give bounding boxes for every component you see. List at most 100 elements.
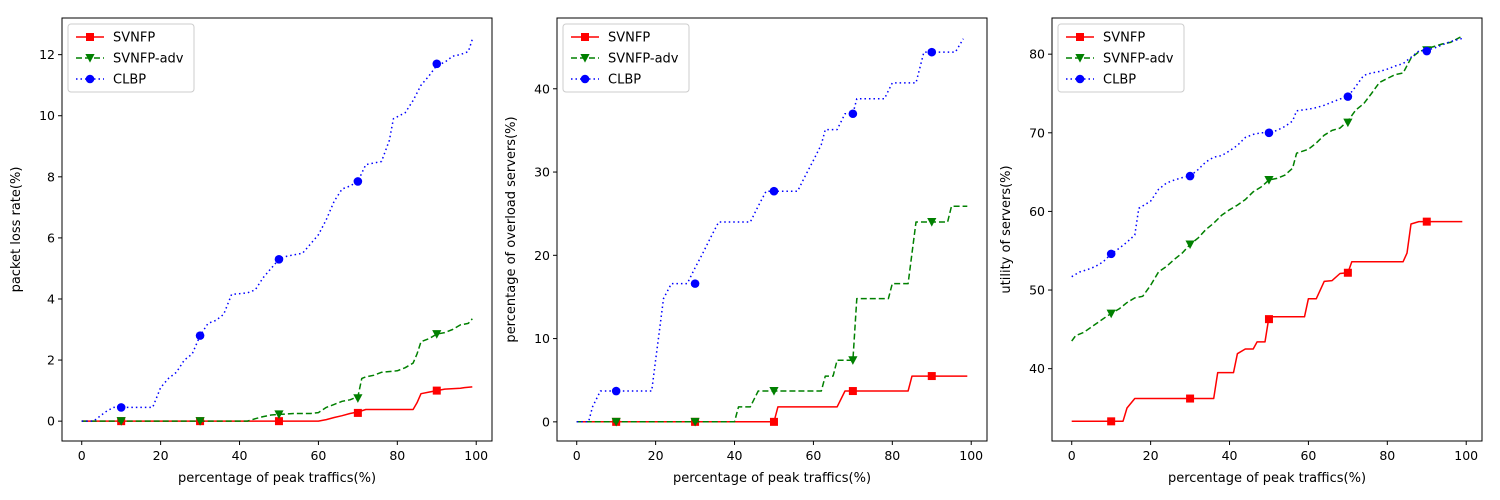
data-point-clbp-0 bbox=[611, 386, 621, 396]
data-point-clbp-4 bbox=[432, 59, 442, 69]
legend-marker-svnfp bbox=[581, 33, 589, 41]
x-tick-label: 20 bbox=[153, 448, 169, 463]
data-point-svnfp-adv-2 bbox=[1264, 175, 1274, 185]
data-point-svnfp-adv-1 bbox=[195, 417, 205, 426]
x-axis-label: percentage of peak traffics(%) bbox=[673, 471, 871, 486]
data-point-clbp-3 bbox=[353, 177, 363, 186]
y-tick-label: 40 bbox=[534, 81, 550, 96]
y-tick-label: 30 bbox=[534, 165, 550, 180]
axes-frame bbox=[556, 17, 988, 442]
legend-marker-svnfp-adv bbox=[85, 54, 95, 63]
x-axis-label: percentage of peak traffics(%) bbox=[1168, 471, 1366, 486]
chart-panel-3: 0 20 40 60 80 100 40 50 60 70 80 percentage of peak… bbox=[999, 17, 1483, 486]
data-point-svnfp-adv-2 bbox=[274, 410, 284, 420]
data-point-svnfp-2 bbox=[769, 417, 778, 426]
x-axis-label: percentage of peak traffics(%) bbox=[178, 471, 376, 486]
data-point-clbp-3 bbox=[1343, 92, 1353, 101]
y-tick-label: 40 bbox=[1029, 361, 1045, 376]
y-tick-label: 70 bbox=[1029, 125, 1045, 140]
series-line-svnfp-adv bbox=[81, 318, 473, 422]
data-point-svnfp-adv-4 bbox=[927, 218, 937, 227]
legend-box bbox=[562, 23, 690, 93]
x-tick-label: 80 bbox=[1379, 448, 1395, 463]
data-point-clbp-4 bbox=[1422, 46, 1432, 56]
data-point-svnfp-adv-1 bbox=[690, 417, 700, 427]
data-point-svnfp-adv-0 bbox=[116, 417, 126, 426]
plot-area bbox=[1071, 35, 1463, 426]
y-tick-label: 0 bbox=[542, 414, 550, 429]
x-tick-label: 100 bbox=[464, 448, 488, 463]
x-tick-label: 100 bbox=[1454, 448, 1478, 463]
y-tick-label: 10 bbox=[39, 108, 55, 123]
data-point-svnfp-adv-4 bbox=[432, 330, 442, 339]
x-tick-label: 80 bbox=[389, 448, 405, 463]
y-tick-label: 12 bbox=[39, 47, 55, 62]
plot-area bbox=[576, 38, 968, 427]
x-tick-label: 0 bbox=[78, 448, 86, 463]
series-line-svnfp-adv bbox=[1071, 35, 1463, 342]
x-tick-label: 0 bbox=[1068, 448, 1076, 463]
legend-box bbox=[1057, 23, 1185, 93]
series-line-svnfp bbox=[81, 386, 473, 422]
y-axis-label: packet loss rate(%) bbox=[9, 167, 24, 293]
data-point-clbp-2 bbox=[274, 254, 284, 264]
data-point-svnfp-4 bbox=[432, 386, 441, 395]
data-point-svnfp-4 bbox=[927, 372, 936, 381]
legend-label-svnfp: SVNFP bbox=[113, 31, 155, 46]
data-point-svnfp-adv-0 bbox=[611, 417, 621, 427]
y-tick-label: 10 bbox=[534, 331, 550, 346]
series-line-svnfp bbox=[1071, 220, 1463, 423]
x-tick-label: 20 bbox=[1143, 448, 1159, 463]
y-tick-label: 80 bbox=[1029, 47, 1045, 62]
data-point-clbp-1 bbox=[690, 279, 700, 288]
x-tick-label: 0 bbox=[573, 448, 581, 463]
data-point-svnfp-2 bbox=[1264, 315, 1273, 324]
data-point-svnfp-adv-1 bbox=[1185, 240, 1195, 250]
legend-marker-svnfp-adv bbox=[1075, 54, 1085, 63]
x-tick-label: 40 bbox=[232, 448, 248, 463]
data-point-clbp-4 bbox=[927, 47, 937, 57]
data-point-clbp-2 bbox=[769, 186, 779, 196]
legend-label-svnfp-adv: SVNFP-adv bbox=[1103, 52, 1174, 67]
legend-box bbox=[67, 23, 195, 93]
data-point-svnfp-2 bbox=[274, 417, 283, 426]
legend-label-svnfp: SVNFP bbox=[1103, 31, 1145, 46]
x-tick-label: 60 bbox=[1300, 448, 1316, 463]
axes-frame bbox=[1051, 17, 1483, 442]
legend-marker-svnfp bbox=[1076, 33, 1084, 41]
data-point-clbp-3 bbox=[848, 109, 858, 119]
legend-marker-clbp bbox=[85, 74, 95, 84]
data-point-svnfp-adv-3 bbox=[1343, 118, 1353, 128]
data-point-svnfp-adv-2 bbox=[769, 387, 779, 396]
data-point-svnfp-1 bbox=[1186, 394, 1195, 403]
legend-marker-clbp bbox=[580, 74, 590, 84]
data-point-svnfp-adv-0 bbox=[1106, 309, 1116, 319]
data-point-clbp-0 bbox=[116, 403, 126, 412]
y-tick-label: 4 bbox=[47, 291, 55, 306]
legend-label-clbp: CLBP bbox=[1103, 73, 1136, 88]
y-tick-label: 50 bbox=[1029, 283, 1045, 298]
x-tick-label: 40 bbox=[1222, 448, 1238, 463]
x-tick-label: 60 bbox=[310, 448, 326, 463]
chart-panel-1: 0 20 40 60 80 100 0 2 4 6 8 10 12 percentage of peak … bbox=[9, 17, 493, 486]
x-tick-label: 100 bbox=[959, 448, 983, 463]
data-point-svnfp-adv-3 bbox=[848, 356, 858, 365]
data-point-clbp-2 bbox=[1264, 128, 1274, 138]
legend-label-clbp: CLBP bbox=[608, 73, 641, 88]
axes-frame bbox=[61, 17, 493, 442]
data-point-svnfp-4 bbox=[1422, 217, 1431, 226]
legend-label-svnfp: SVNFP bbox=[608, 31, 650, 46]
series-line-clbp bbox=[1071, 37, 1463, 278]
legend-label-clbp: CLBP bbox=[113, 73, 146, 88]
data-point-svnfp-3 bbox=[1343, 268, 1352, 277]
data-point-svnfp-3 bbox=[353, 408, 362, 417]
data-point-clbp-0 bbox=[1106, 249, 1116, 259]
legend: SVNFP SVNFP-adv CLBP bbox=[562, 23, 690, 93]
y-tick-label: 0 bbox=[47, 414, 55, 429]
plot-area bbox=[81, 39, 474, 426]
y-tick-label: 2 bbox=[47, 353, 55, 368]
x-tick-label: 20 bbox=[648, 448, 664, 463]
x-tick-label: 40 bbox=[727, 448, 743, 463]
